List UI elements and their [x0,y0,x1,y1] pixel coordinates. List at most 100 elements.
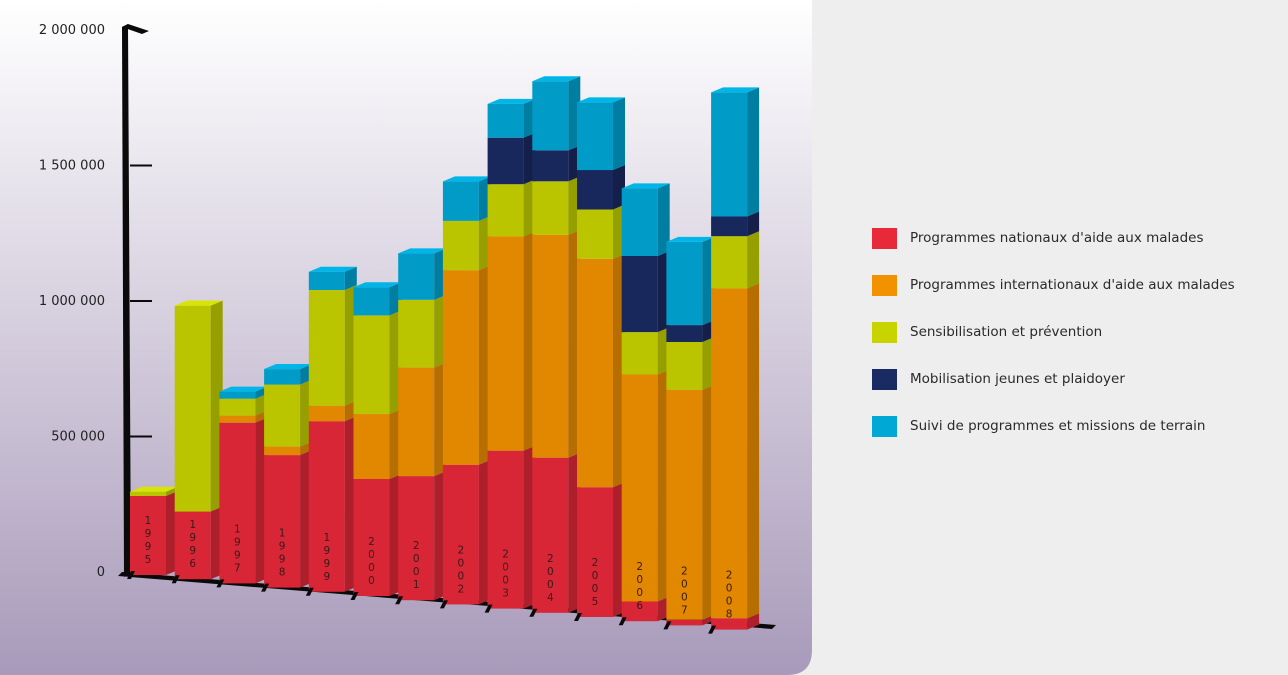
bar-segment-4-2004 [532,150,569,182]
bar-top-2005 [577,97,625,103]
bar-top-1998 [264,364,313,370]
legend-swatch [872,274,897,296]
bar-segment-2-2003 [487,236,524,451]
bar-segment-1-2008 [711,618,748,630]
bar-segment-5-2003 [487,103,524,138]
bar-segment-1-1996 [174,511,211,580]
bar-segment-5-2000 [353,287,390,316]
x-tick-mark [127,571,135,579]
bar-segment-5-1997 [219,391,256,399]
bar-side-5-2008 [747,87,760,217]
bar-segment-3-1999 [308,290,345,406]
bar-segment-5-2007 [666,241,703,326]
bar-segment-1-2002 [442,464,479,605]
y-tick-label: 1 000 000 [39,294,105,309]
y-tick-label: 0 [97,565,105,580]
legend-swatch [872,321,897,343]
bar-segment-5-2008 [711,92,748,217]
bar-segment-1-2005 [577,487,613,617]
y-tick-label: 500 000 [51,430,105,445]
bar-top-2001 [398,248,447,254]
y-axis-top-cap [122,24,149,34]
bar-segment-3-1997 [219,398,256,416]
x-tick-mark [529,608,538,617]
bar-side-5-2005 [613,97,625,171]
bar-segment-1-1998 [264,455,301,588]
bar-segment-3-2006 [621,332,658,375]
bar-side-5-1999 [344,266,357,291]
bar-top-2002 [442,176,491,182]
legend-swatch [872,415,897,437]
bar-segment-4-2003 [487,137,524,185]
y-axis-line [122,24,131,577]
bar-segment-3-1998 [264,384,301,447]
bar-top-1999 [308,266,357,272]
bar-segment-4-2008 [711,216,748,237]
x-tick-mark [484,604,493,613]
x-tick-mark [171,575,180,584]
bar-segment-1-1999 [308,421,345,592]
x-tick-mark [261,583,270,592]
bar-segment-3-2007 [666,342,703,390]
bar-side-2-2008 [747,283,760,619]
bar-segment-2-2002 [442,270,479,465]
bar-segment-1-1995 [130,496,166,575]
bar-segment-1-2004 [532,457,569,613]
bar-top-1997 [219,386,268,392]
legend-swatch [872,227,897,249]
legend-item: Suivi de programmes et missions de terra… [872,415,1235,437]
legend-label: Programmes internationaux d'aide aux mal… [910,277,1235,293]
x-tick-mark [350,592,359,600]
x-tick-mark [618,617,627,626]
y-tick-label: 2 000 000 [39,23,105,38]
bar-segment-2-2006 [621,374,658,602]
bar-segment-1-2000 [353,479,390,596]
legend-label: Mobilisation jeunes et plaidoyer [910,371,1125,387]
bar-top-2000 [353,282,402,288]
bar-segment-5-2006 [621,188,658,256]
bar-segment-1-1997 [219,422,256,584]
bar-segment-1-2001 [398,476,435,601]
bar-top-2007 [666,236,715,242]
bar-segment-2-1999 [308,405,345,422]
legend-item: Programmes nationaux d'aide aux malades [872,227,1235,249]
bar-segment-3-2003 [487,184,524,237]
legend-item: Mobilisation jeunes et plaidoyer [872,368,1235,390]
legend: Programmes nationaux d'aide aux malades P… [872,227,1235,463]
bar-segment-5-2004 [532,81,569,151]
bar-segment-2-2007 [666,389,703,620]
bar-segment-2-2008 [711,288,748,619]
bar-segment-2-2001 [398,367,435,477]
legend-label: Suivi de programmes et missions de terra… [910,418,1206,434]
y-tick-label: 1 500 000 [39,159,105,174]
bar-segment-3-2002 [442,220,479,271]
bar-segment-3-2008 [711,236,748,289]
x-tick-mark [708,625,717,634]
x-tick-mark [439,600,448,609]
x-tick-mark [216,579,225,588]
bar-segment-2-2004 [532,234,569,458]
bar-top-1996 [174,300,223,306]
bar-segment-3-2001 [398,299,435,368]
bar-segment-4-2005 [577,170,613,210]
x-tick-mark [395,596,404,605]
bar-top-1995 [130,486,178,492]
x-tick-mark [663,621,672,630]
bar-segment-5-1998 [264,369,301,385]
legend-label: Programmes nationaux d'aide aux malades [910,230,1204,246]
bar-segment-2-2005 [577,258,613,488]
legend-swatch [872,368,897,390]
bar-side-3-2008 [747,231,760,289]
bar-top-2006 [621,183,670,189]
bar-segment-2-1997 [219,415,256,423]
bar-segment-4-2007 [666,325,703,342]
bar-segment-2-2000 [353,414,390,479]
